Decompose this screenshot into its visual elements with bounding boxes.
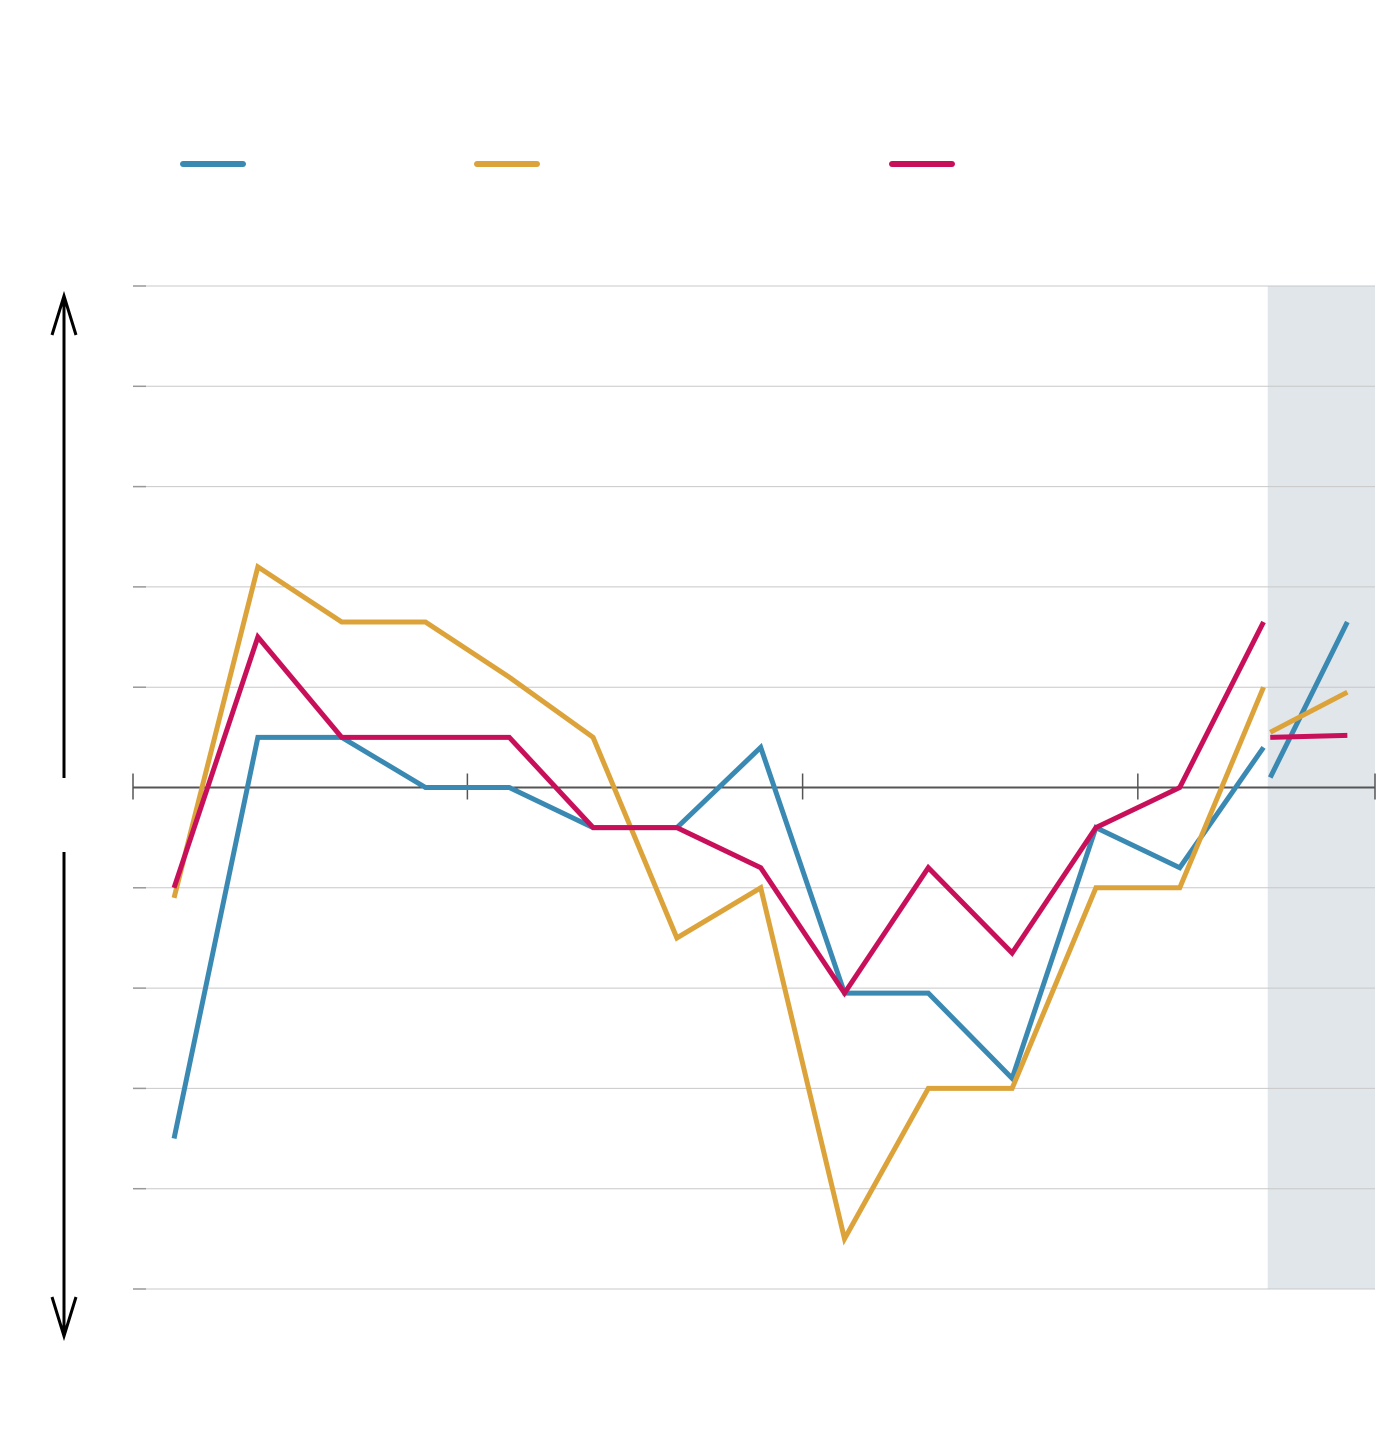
series-line: [171, 562, 1349, 1246]
direction-arrows: [50, 290, 78, 1342]
series-line: [171, 620, 1348, 998]
down-arrow-head: [50, 1296, 78, 1342]
series-line: [171, 620, 1350, 1140]
up-arrow-head: [50, 290, 78, 336]
